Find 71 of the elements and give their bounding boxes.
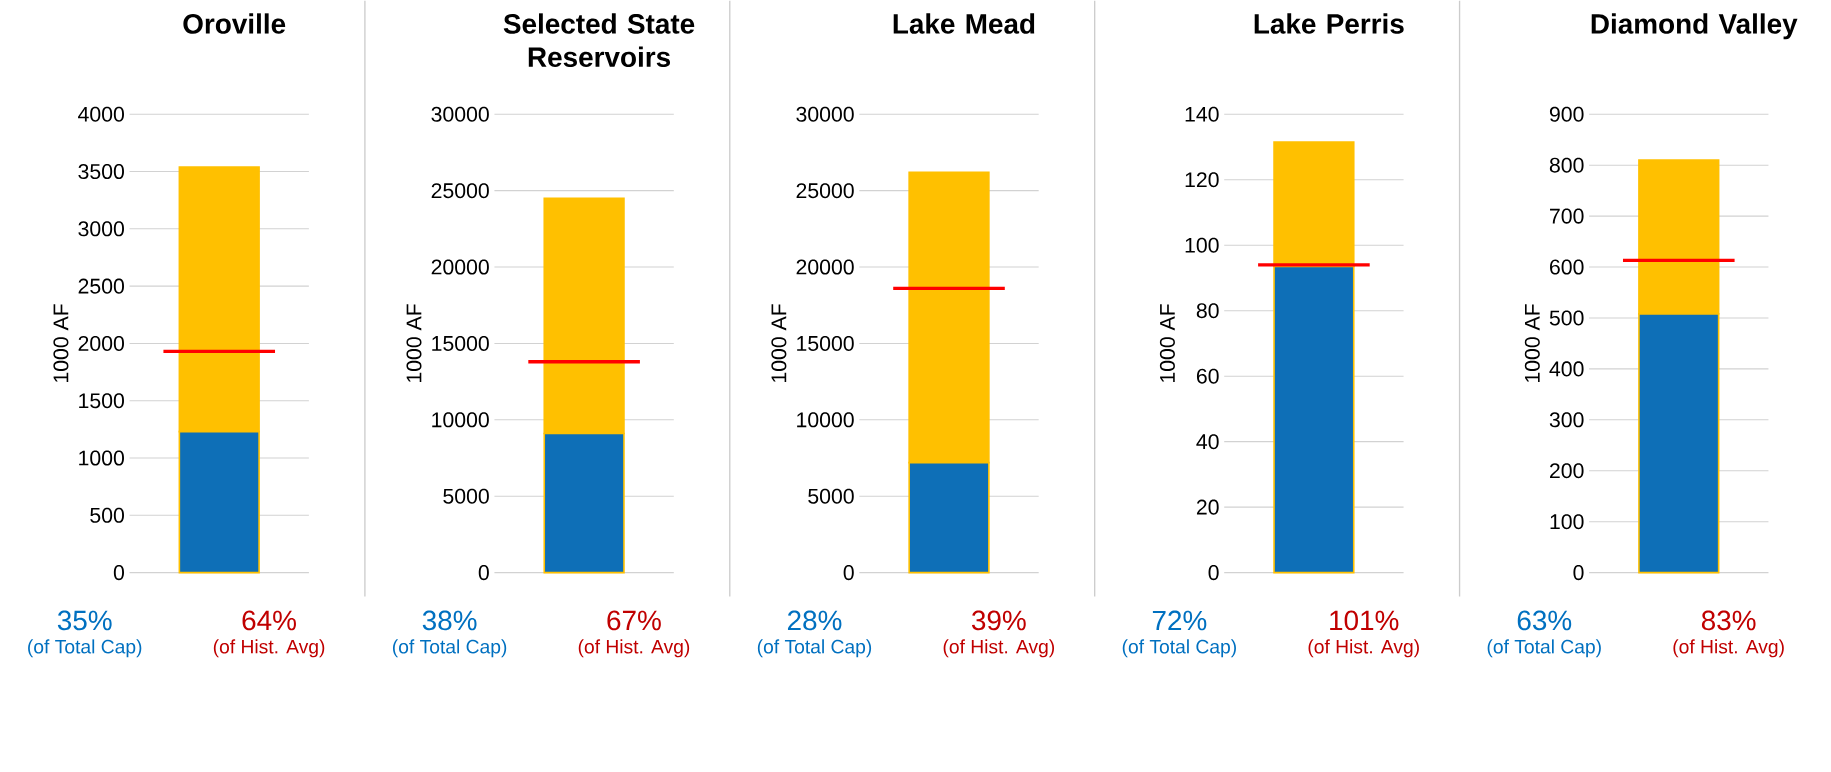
y-tick-label: 1500 (79, 393, 124, 409)
y-tick-label: 40 (1196, 434, 1219, 450)
y-tick-label: 10000 (797, 412, 854, 428)
chart-title: Oroville (183, 13, 286, 34)
y-tick-label: 700 (1550, 208, 1584, 224)
y-tick-label: 140 (1185, 106, 1219, 122)
text: (of Hist. Avg) (213, 639, 325, 658)
chart-title: Lake Perris (1254, 13, 1404, 34)
y-tick-label: 2500 (78, 278, 124, 294)
y-tick-label: 15000 (797, 335, 854, 351)
y-tick-label: 1000 (79, 450, 124, 466)
y-tick-label: 200 (1550, 463, 1584, 479)
text: (of Hist. Avg) (1308, 639, 1419, 658)
y-tick-label: 100 (1185, 237, 1219, 253)
y-tick-label: 20000 (431, 259, 489, 275)
text: (of Total Cap) (28, 639, 142, 658)
y-axis-title: 1000 AF (1524, 304, 1540, 383)
y-tick-label: 100 (1550, 514, 1584, 530)
text: 72% (1152, 610, 1207, 631)
y-tick-label: 0 (843, 565, 854, 581)
text: 83% (1701, 610, 1756, 631)
y-tick-label: 2000 (78, 335, 124, 351)
chart-title: Diamond Valley (1591, 13, 1798, 40)
y-tick-label: 30000 (431, 106, 489, 122)
y-axis-title: 1000 AF (1159, 304, 1175, 383)
y-tick-label: 400 (1549, 361, 1584, 377)
text: (of Total Cap) (392, 639, 507, 658)
y-tick-label: 5000 (808, 488, 854, 504)
y-tick-label: 5000 (443, 488, 489, 504)
text: 64% (242, 610, 296, 631)
y-tick-label: 500 (90, 507, 124, 523)
y-tick-label: 10000 (432, 412, 489, 428)
y-tick-label: 0 (113, 565, 125, 581)
y-tick-label: 20 (1196, 499, 1219, 515)
y-tick-label: 30000 (796, 106, 854, 122)
y-tick-label: 0 (1573, 565, 1584, 581)
y-tick-label: 20000 (796, 259, 854, 275)
y-tick-label: 3000 (78, 221, 124, 237)
y-axis-title: 1000 AF (53, 304, 69, 383)
y-axis-title: 1000 AF (771, 304, 787, 383)
y-tick-label: 500 (1549, 310, 1584, 326)
text: 35% (57, 610, 112, 631)
y-tick-label: 80 (1196, 303, 1219, 319)
text: (of Total Cap) (1487, 639, 1601, 658)
chart-title: Lake Mead (893, 13, 1035, 34)
text: 28% (787, 610, 842, 631)
chart-title: Selected State Reservoirs (503, 13, 695, 68)
y-tick-label: 25000 (431, 183, 489, 199)
y-tick-label: 120 (1185, 172, 1219, 188)
y-tick-label: 4000 (78, 106, 124, 122)
text: (of Hist. Avg) (943, 639, 1055, 658)
text: 101% (1330, 610, 1399, 631)
text: 63% (1517, 610, 1572, 631)
text: (of Hist. Avg) (578, 639, 690, 658)
y-tick-label: 300 (1549, 412, 1584, 428)
text: 67% (607, 610, 661, 631)
text: (of Total Cap) (1122, 639, 1236, 658)
y-tick-label: 0 (478, 565, 489, 581)
y-tick-label: 15000 (432, 335, 489, 351)
text: (of Hist. Avg) (1673, 639, 1784, 658)
y-tick-label: 900 (1549, 106, 1584, 122)
y-tick-label: 600 (1550, 259, 1584, 275)
y-tick-label: 3500 (78, 164, 124, 180)
text: (of Total Cap) (757, 639, 872, 658)
y-tick-label: 0 (1208, 565, 1219, 581)
text: 39% (971, 610, 1026, 631)
y-tick-label: 800 (1549, 157, 1584, 173)
y-axis-title: 1000 AF (406, 304, 422, 383)
y-tick-label: 25000 (796, 183, 854, 199)
text: 38% (422, 610, 477, 631)
y-tick-label: 60 (1196, 368, 1219, 384)
